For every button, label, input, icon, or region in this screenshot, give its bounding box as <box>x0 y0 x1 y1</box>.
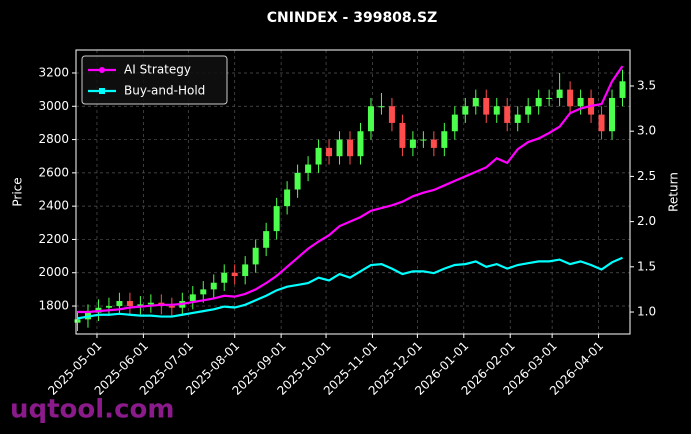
candle-body <box>462 106 469 115</box>
candle-body <box>430 139 437 148</box>
candle-body <box>504 106 511 123</box>
candle-body <box>483 97 490 115</box>
candle-body <box>305 164 312 173</box>
candle-body <box>577 97 584 107</box>
y2-tick-label: 3.0 <box>637 124 656 138</box>
candle-body <box>567 89 574 107</box>
legend-label: Buy-and-Hold <box>124 84 205 98</box>
candle-body <box>514 114 521 123</box>
candle-body <box>535 97 542 107</box>
candle-body <box>399 122 406 148</box>
candle-body <box>189 294 196 302</box>
y-tick-label: 2400 <box>38 199 69 213</box>
candle-body <box>252 247 259 265</box>
candle-body <box>525 106 532 115</box>
candle-body <box>409 139 416 148</box>
y-tick-label: 2600 <box>38 165 69 179</box>
chart-title: CNINDEX - 399808.SZ <box>267 10 437 26</box>
legend-box <box>81 55 228 105</box>
plot-frame <box>75 49 631 335</box>
candle-body <box>441 131 448 148</box>
y-tick-label: 2800 <box>38 132 69 146</box>
candle-body <box>315 147 322 165</box>
candle-body <box>200 289 207 295</box>
y-tick-label: 3200 <box>38 65 69 79</box>
y2-tick-label: 1.5 <box>637 259 656 273</box>
candle-body <box>168 306 175 308</box>
y-tick-label: 2200 <box>38 232 69 246</box>
candle-body <box>609 97 616 132</box>
y2-tick-label: 2.0 <box>637 214 656 228</box>
y-tick-label: 3000 <box>38 99 69 113</box>
candle-body <box>326 147 333 157</box>
candle-body <box>126 301 133 307</box>
candle-body <box>619 81 626 98</box>
return-line <box>77 256 623 320</box>
candle-body <box>242 264 249 277</box>
return-line <box>77 65 624 314</box>
candle-body <box>263 231 270 248</box>
candle-body <box>336 139 343 157</box>
candle-body <box>598 114 605 132</box>
candle-body <box>493 106 500 115</box>
candle-body <box>420 139 427 141</box>
candle-body <box>116 301 123 307</box>
candle-body <box>74 319 81 323</box>
candle-body <box>105 306 112 308</box>
y-axis-label: Price <box>11 177 25 206</box>
candle-body <box>273 206 280 232</box>
candle-body <box>378 106 385 108</box>
y-tick-label: 2000 <box>38 265 69 279</box>
candle-body <box>137 304 144 307</box>
candle-body <box>556 89 563 98</box>
candle-body <box>367 106 374 132</box>
candle-body <box>284 189 291 207</box>
candle-body <box>221 272 228 283</box>
legend-marker <box>99 88 105 94</box>
legend-marker <box>99 67 105 73</box>
candle-body <box>210 282 217 290</box>
watermark: uqtool.com <box>10 395 174 425</box>
legend-label: AI Strategy <box>124 63 191 77</box>
candle-body <box>231 272 238 277</box>
candle-body <box>147 302 154 305</box>
candle-body <box>388 106 395 123</box>
y-tick-label: 1800 <box>38 299 69 313</box>
y2-tick-label: 3.5 <box>637 78 656 92</box>
candle-body <box>472 97 479 107</box>
candle-body <box>357 131 364 157</box>
candle-body <box>451 114 458 132</box>
candle-body <box>294 172 301 190</box>
candle-body <box>546 97 553 99</box>
y2-tick-label: 1.0 <box>637 305 656 319</box>
y2-tick-label: 2.5 <box>637 169 656 183</box>
candle-body <box>347 139 354 157</box>
y2-axis-label: Return <box>667 172 681 212</box>
